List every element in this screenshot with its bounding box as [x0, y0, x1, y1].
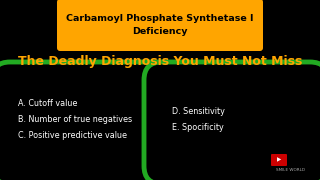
Text: SMILE WORLD: SMILE WORLD [276, 168, 305, 172]
Text: C. Positive predictive value: C. Positive predictive value [18, 132, 127, 141]
Text: B. Number of true negatives: B. Number of true negatives [18, 116, 132, 125]
FancyBboxPatch shape [0, 62, 176, 180]
Text: D. Sensitivity: D. Sensitivity [172, 107, 225, 116]
FancyBboxPatch shape [57, 0, 263, 51]
Text: E. Spocificity: E. Spocificity [172, 123, 224, 132]
Text: The Deadly Diagnosis You Must Not Miss: The Deadly Diagnosis You Must Not Miss [18, 55, 302, 69]
FancyBboxPatch shape [144, 62, 320, 180]
Text: Carbamoyl Phosphate Synthetase I
Deficiency: Carbamoyl Phosphate Synthetase I Deficie… [66, 14, 254, 36]
Text: A. Cutoff value: A. Cutoff value [18, 100, 77, 109]
FancyBboxPatch shape [271, 154, 287, 166]
Text: ▶: ▶ [277, 158, 281, 163]
